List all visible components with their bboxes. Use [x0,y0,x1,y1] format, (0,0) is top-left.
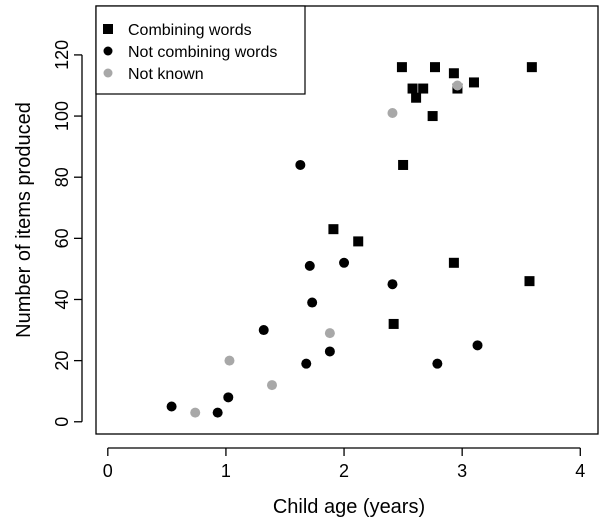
point-s1-5 [258,325,269,336]
point-s0-1 [429,62,440,73]
x-tick-label-3: 3 [457,461,467,481]
point-s2-1 [452,80,463,91]
point-s0-14 [524,276,535,287]
legend-label-0: Combining words [128,22,252,39]
x-tick-label-2: 2 [339,461,349,481]
point-s1-12 [212,407,223,418]
point-s2-5 [190,407,201,418]
point-s0-9 [427,111,438,122]
point-s0-2 [448,68,459,79]
point-s0-4 [468,77,479,88]
point-s1-10 [223,392,234,403]
y-tick-label-2: 40 [52,289,72,309]
point-s0-12 [353,236,364,247]
y-tick-label-4: 80 [52,167,72,187]
point-s1-8 [301,358,312,369]
point-s1-9 [432,358,443,369]
x-tick-label-0: 0 [103,461,113,481]
point-s2-0 [387,108,398,118]
point-s0-15 [388,318,399,329]
x-tick-label-4: 4 [575,461,585,481]
point-s0-13 [448,257,459,268]
point-s1-3 [387,279,398,290]
x-axis: 0 1 2 3 4 [103,447,585,481]
x-tick-label-1: 1 [221,461,231,481]
legend-marker-0 [103,24,113,34]
legend: Combining words Not combining words Not kn… [95,5,306,95]
point-s1-0 [295,159,306,170]
point-s0-10 [398,159,409,170]
point-s0-6 [418,83,429,94]
point-s0-5 [407,83,418,94]
point-s2-3 [224,355,235,366]
point-s0-11 [328,224,339,235]
x-axis-title: Child age (years) [273,496,425,518]
point-s1-6 [472,340,483,351]
point-s1-1 [339,257,350,268]
point-s1-7 [324,346,335,357]
point-s0-3 [526,62,537,73]
legend-marker-1 [103,46,113,56]
plot-frame [95,5,599,435]
point-s0-0 [396,62,407,73]
y-tick-label-6: 120 [52,40,72,70]
legend-label-2: Not known [128,66,204,83]
y-tick-label-3: 60 [52,228,72,248]
point-s0-8 [411,92,422,103]
legend-label-1: Not combining words [128,44,277,61]
y-axis: 0 20 40 60 80 100 120 [52,40,83,427]
y-tick-label-5: 100 [52,101,72,131]
point-s1-2 [304,260,315,271]
point-s1-11 [166,401,177,412]
legend-marker-2 [103,68,113,78]
point-s2-4 [266,380,277,391]
data-points [166,62,537,418]
y-axis-title: Number of items produced [13,102,35,338]
point-s1-4 [307,297,318,308]
y-tick-label-0: 0 [52,417,72,427]
legend-box [95,5,306,95]
point-s2-2 [324,328,335,339]
y-tick-label-1: 20 [52,351,72,371]
